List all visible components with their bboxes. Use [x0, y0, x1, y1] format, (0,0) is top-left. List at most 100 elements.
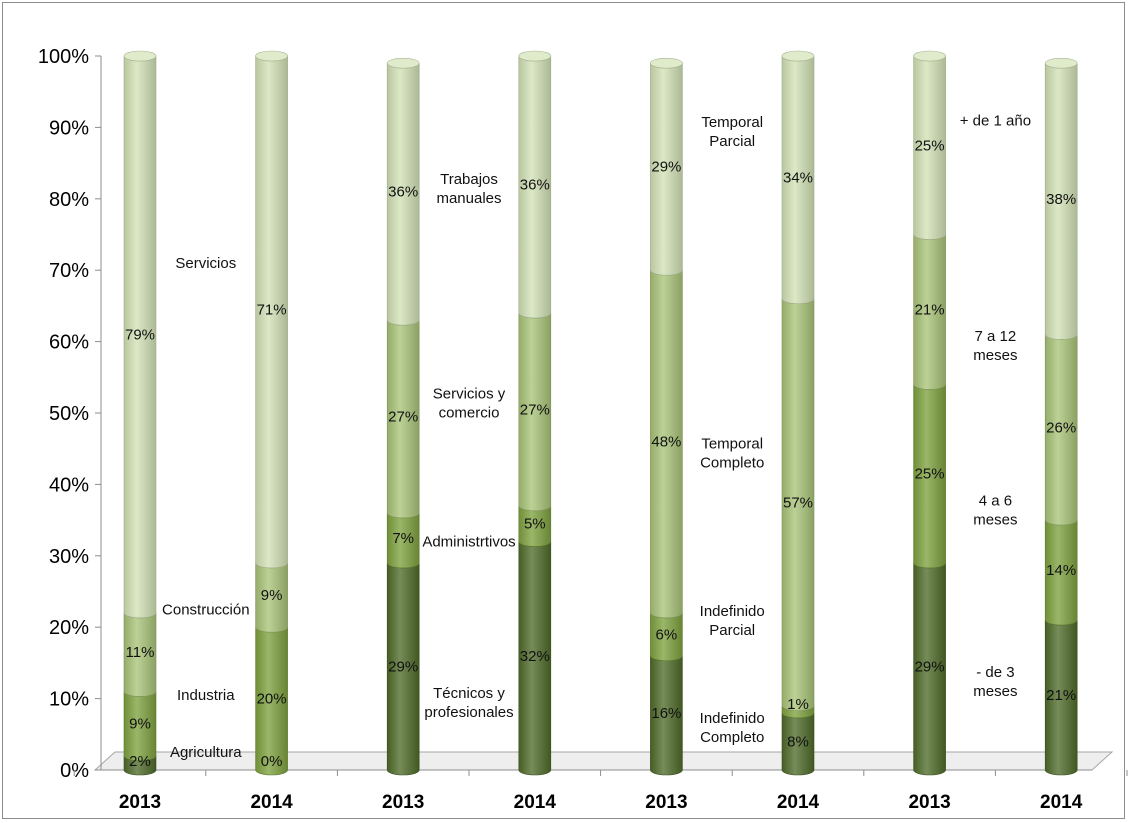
y-tick-label: 40% — [49, 474, 89, 496]
category-annotation: Agricultura — [170, 744, 242, 761]
annotation-line: 7 a 12 — [975, 328, 1017, 345]
bar-column — [123, 50, 157, 776]
annotation-line: Servicios — [175, 255, 236, 272]
bar-top-cap — [781, 50, 815, 62]
y-tick-label: 10% — [49, 689, 89, 711]
category-annotation: Administrtivos — [422, 534, 515, 551]
data-label: 11% — [126, 644, 155, 661]
annotation-line: - de 3 — [976, 664, 1014, 681]
data-label: 48% — [651, 434, 681, 451]
annotation-line: + de 1 año — [960, 112, 1031, 129]
bar-top-cap — [123, 50, 157, 62]
data-label: 5% — [524, 516, 546, 533]
category-annotation: 7 a 12 meses — [973, 328, 1017, 364]
category-annotation: Indefinido Completo — [700, 710, 765, 746]
data-labels: 2% 9% 11% 79% 0% 20% 9% 71% 29% 7% 27% 36% 32% 5% 27% 3… — [125, 137, 1076, 770]
data-label: 29% — [651, 159, 681, 176]
data-label: 8% — [787, 733, 809, 750]
annotation-line: meses — [973, 347, 1017, 364]
chart-floor — [93, 751, 1114, 771]
annotation-line: meses — [973, 683, 1017, 700]
category-annotation: - de 3 meses — [973, 664, 1017, 700]
annotation-line: Servicios y — [433, 385, 506, 402]
floor-plane — [93, 751, 1114, 771]
y-tick-label: 30% — [49, 546, 89, 568]
x-tick-label: 2014 — [514, 792, 557, 813]
category-annotation: 4 a 6 meses — [973, 492, 1017, 528]
annotation-line: Indefinido — [700, 710, 765, 727]
data-label: 27% — [388, 409, 418, 426]
x-tick-label: 2014 — [250, 792, 293, 813]
y-tick-label: 50% — [49, 403, 89, 425]
category-annotation: Indefinido Parcial — [700, 603, 765, 639]
data-label: 36% — [388, 184, 418, 201]
data-label: 21% — [915, 301, 945, 318]
data-label: 2% — [129, 753, 151, 770]
data-label: 1% — [787, 696, 809, 713]
data-label: 6% — [656, 626, 678, 643]
data-label: 57% — [783, 494, 813, 511]
x-tick-label: 2013 — [382, 792, 424, 813]
bar-top-cap — [255, 50, 288, 62]
x-tick-label: 2013 — [119, 792, 161, 813]
category-annotation: Servicios — [175, 255, 236, 272]
data-label: 25% — [915, 466, 945, 483]
bar-column — [913, 50, 946, 776]
category-annotation: Industria — [177, 687, 235, 704]
annotation-line: Parcial — [709, 133, 755, 150]
x-tick-label: 2014 — [1040, 792, 1083, 813]
data-label: 29% — [915, 658, 945, 675]
bar-top-cap — [386, 57, 420, 69]
data-label: 21% — [1046, 687, 1076, 704]
y-tick-label: 100% — [38, 46, 89, 68]
annotation-line: Indefinido — [700, 603, 765, 620]
bar-top-cap — [518, 50, 552, 62]
data-label: 32% — [520, 648, 550, 665]
annotation-line: 4 a 6 — [979, 492, 1012, 509]
annotation-line: Construcción — [162, 601, 250, 618]
data-label: 25% — [915, 137, 945, 154]
x-tick-label: 2014 — [777, 792, 820, 813]
bar-column — [650, 57, 683, 776]
data-label: 29% — [388, 658, 418, 675]
data-label: 27% — [520, 401, 550, 418]
y-tick-label: 60% — [49, 332, 89, 354]
annotation-line: profesionales — [424, 704, 513, 721]
category-annotation: Técnicos y profesionales — [424, 685, 513, 721]
category-annotation: Trabajos manuales — [436, 171, 501, 207]
category-annotation: + de 1 año — [960, 112, 1031, 129]
bar-column — [255, 50, 288, 776]
annotation-line: Temporal — [701, 114, 763, 131]
annotation-line: meses — [973, 511, 1017, 528]
annotation-line: comercio — [439, 404, 500, 421]
data-label: 36% — [520, 177, 550, 194]
data-label: 9% — [261, 587, 283, 604]
bar-column — [1044, 57, 1078, 776]
data-label: 0% — [261, 753, 283, 770]
bar-top-cap — [650, 57, 683, 69]
data-label: 9% — [129, 716, 151, 733]
annotation-line: manuales — [436, 190, 501, 207]
data-label: 16% — [651, 705, 681, 722]
annotation-line: Administrtivos — [422, 534, 515, 551]
category-annotations: Servicios Construcción Industria Agricultur… — [162, 112, 1031, 761]
y-tick-label: 80% — [49, 189, 89, 211]
y-tick-label: 70% — [49, 260, 89, 282]
x-tick-label: 2013 — [908, 792, 950, 813]
y-axis: 0%10%20%30%40%50%60%70%80%90%100% — [38, 46, 102, 782]
data-label: 20% — [257, 691, 287, 708]
y-tick-label: 90% — [49, 117, 89, 139]
category-annotation: Servicios y comercio — [433, 385, 506, 421]
data-label: 14% — [1046, 562, 1076, 579]
annotation-line: Temporal — [701, 435, 763, 452]
annotation-line: Completo — [700, 454, 764, 471]
y-tick-label: 20% — [49, 617, 89, 639]
data-label: 7% — [392, 530, 414, 547]
annotation-line: Completo — [700, 729, 764, 746]
data-label: 26% — [1046, 419, 1076, 436]
bars — [123, 50, 1078, 776]
annotation-line: Industria — [177, 687, 235, 704]
bar-column — [386, 57, 420, 776]
data-label: 38% — [1046, 191, 1076, 208]
